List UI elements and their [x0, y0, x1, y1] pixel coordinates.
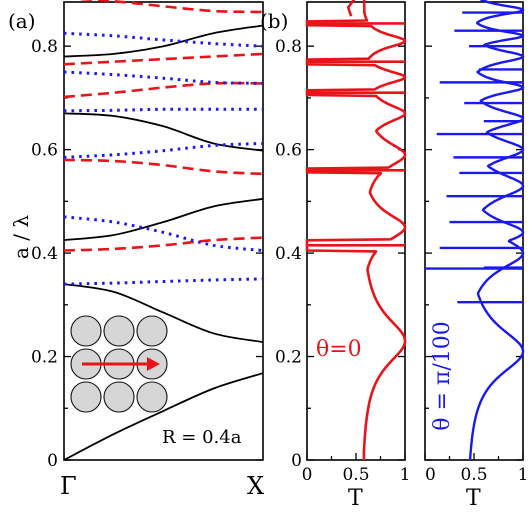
y-axis-label: a / λ	[9, 215, 33, 259]
x-tick-label: 0	[302, 465, 313, 485]
band-structure-frame	[63, 1, 264, 461]
panel-a-label: (a)	[8, 9, 36, 33]
band-line-dotted-blue	[63, 31, 264, 48]
band-line-solid-black	[63, 197, 264, 241]
x-axis-label-theta-pi100: T	[466, 486, 481, 511]
band-line-solid-black	[63, 24, 264, 58]
cylinder	[103, 315, 135, 347]
transmission-curves	[305, 0, 525, 461]
band-line-dotted-blue	[63, 277, 264, 286]
y-tick-label: 0.6	[31, 141, 58, 161]
y-tick-label: 0.4	[275, 244, 302, 264]
radius-label: R = 0.4a	[162, 427, 242, 448]
band-line-solid-black	[63, 112, 264, 152]
panel-b-label: (b)	[260, 9, 288, 33]
x-axis-label-theta0: T	[348, 486, 363, 511]
cylinder	[136, 381, 168, 413]
band-line-dashed-red	[63, 81, 264, 99]
cylinder	[136, 315, 168, 347]
y-tick-label: 0	[47, 451, 58, 471]
x-tick-label: 0.5	[460, 465, 487, 485]
band-line-dashed-red	[63, 236, 264, 252]
legend-theta-pi100: θ = π/100	[430, 321, 455, 431]
y-tick-label: 0.2	[31, 348, 58, 368]
band-line-solid-black	[63, 372, 264, 461]
y-tick-label: 0.8	[31, 37, 58, 57]
x-tick-label: 1	[400, 465, 411, 485]
transmission-curve-theta0	[305, 0, 407, 461]
legend-theta0: θ=0	[316, 337, 362, 362]
y-tick-label: 0.4	[31, 244, 58, 264]
band-line-dotted-blue	[63, 107, 263, 113]
transmission-tail-theta0	[346, 0, 356, 17]
band-line-dotted-blue	[63, 141, 264, 159]
cylinder	[103, 381, 135, 413]
band-line-solid-black	[63, 283, 264, 343]
x-tick-gamma: Γ	[60, 472, 77, 500]
x-tick-label: 1	[518, 465, 529, 485]
band-line-dotted-blue	[63, 215, 264, 252]
y-tick-label: 0	[291, 451, 302, 471]
transmission-curve-theta-pi100	[468, 0, 525, 461]
y-tick-label: 0.2	[275, 348, 302, 368]
lattice-inset	[70, 315, 168, 413]
x-tick-label: 0	[425, 465, 436, 485]
cylinder	[70, 315, 102, 347]
arrow-head-icon	[147, 357, 160, 371]
band-lines	[63, 0, 264, 461]
y-tick-label: 0.8	[275, 37, 302, 57]
cylinder	[70, 381, 102, 413]
band-line-dashed-red	[63, 158, 264, 176]
x-tick-x: X	[247, 472, 264, 500]
x-tick-label: 0.5	[342, 465, 369, 485]
ticks-layer: 00.20.40.60.800.20.40.60.80 0.5 1 0 0.5 1	[31, 37, 528, 485]
y-tick-label: 0.6	[275, 141, 302, 161]
band-line-dotted-blue	[63, 70, 264, 85]
